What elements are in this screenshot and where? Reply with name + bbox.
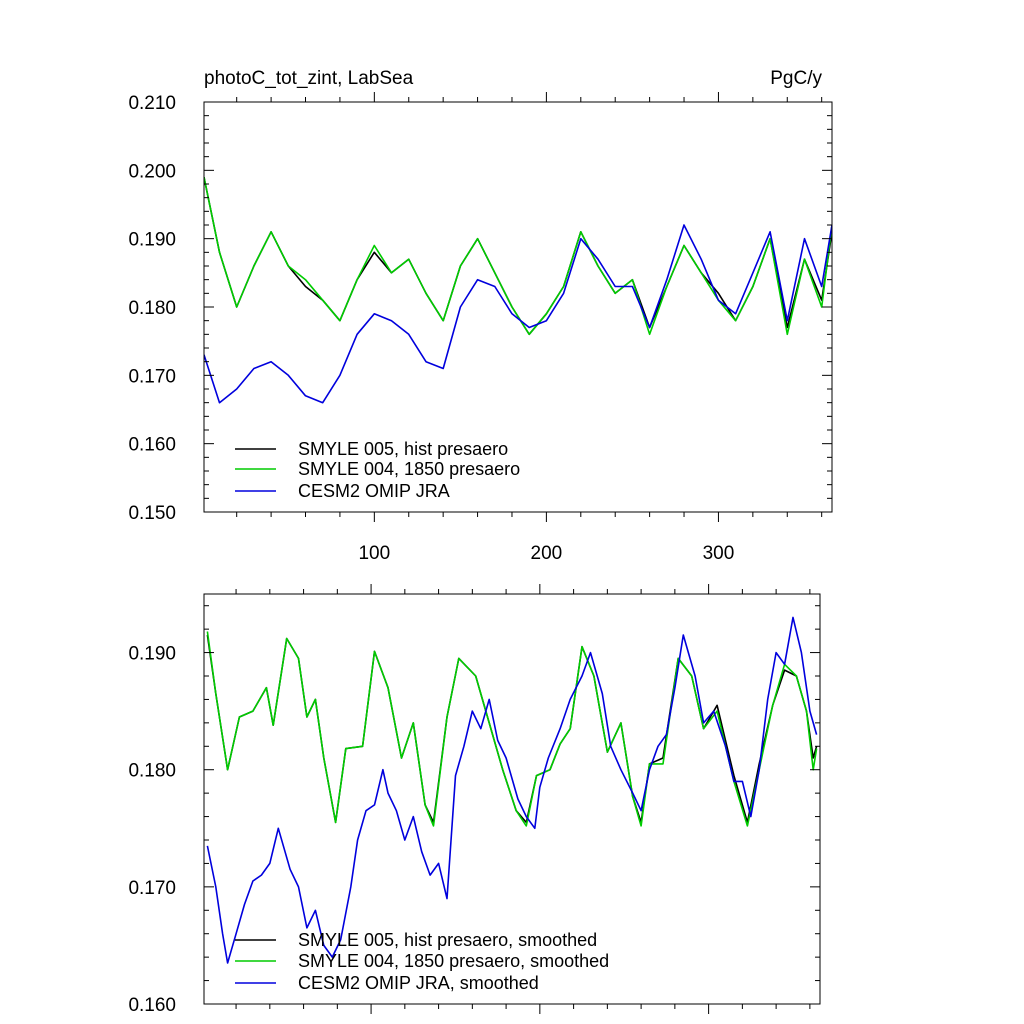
y-tick-label: 0.160	[128, 995, 176, 1016]
y-tick-label: 0.190	[128, 230, 176, 251]
series-line-3	[204, 224, 832, 404]
legend-label-1: SMYLE 005, hist presaero	[298, 439, 508, 459]
legend-label-3: CESM2 OMIP JRA, smoothed	[298, 973, 539, 993]
series-line-1	[204, 177, 832, 336]
chart-title: photoC_tot_zint, LabSea	[204, 68, 414, 89]
plot-area	[204, 177, 832, 404]
y-tick-label: 0.210	[128, 93, 176, 114]
legend-label-2: SMYLE 004, 1850 presaero, smoothed	[298, 951, 609, 971]
y-tick-label: 0.180	[128, 761, 176, 782]
top-panel: 0.150 0.160 0.170 0.180 0.190 0.200 0.210 100 20…	[128, 68, 833, 564]
units-label: PgC/y	[770, 68, 822, 89]
y-tick-label: 0.150	[128, 503, 176, 524]
plot-frame	[203, 593, 821, 1005]
y-tick-label: 0.190	[128, 644, 176, 665]
y-tick-label: 0.180	[128, 298, 176, 319]
x-tick-label: 300	[703, 543, 735, 564]
series-line-2	[204, 177, 832, 336]
plot-area	[206, 616, 818, 964]
y-tick-label: 0.200	[128, 161, 176, 182]
series-line-3	[206, 616, 818, 964]
legend-label-2: SMYLE 004, 1850 presaero	[298, 459, 520, 479]
legend-label-3: CESM2 OMIP JRA	[298, 481, 450, 501]
legend-label-1: SMYLE 005, hist presaero, smoothed	[298, 930, 597, 950]
y-tick-label: 0.170	[128, 878, 176, 899]
bottom-panel: 0.160 0.170 0.180 0.190 SMYLE 005, hist pres…	[128, 584, 821, 1016]
x-tick-label: 100	[358, 543, 390, 564]
series-line-2	[206, 631, 818, 827]
y-tick-label: 0.170	[128, 366, 176, 387]
x-tick-label: 200	[531, 543, 563, 564]
y-tick-label: 0.160	[128, 435, 176, 456]
